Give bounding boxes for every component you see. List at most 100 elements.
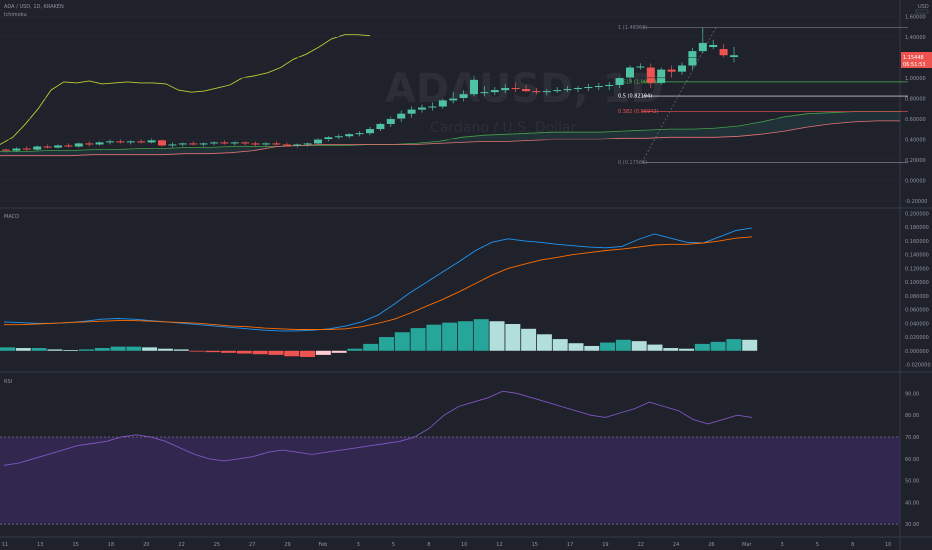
last-price-value: 1.15448: [903, 55, 924, 61]
candle-body: [522, 89, 530, 92]
currency-label[interactable]: USD: [918, 4, 929, 10]
macd-tick-label: -0.020000: [905, 363, 931, 369]
candle-body: [730, 55, 738, 58]
macd-histogram-bar: [710, 341, 726, 351]
time-tick-label: 3: [780, 542, 783, 548]
candle: [272, 141, 281, 146]
macd-tick-label: 0.000000: [905, 349, 929, 355]
macd-histogram-bar: [63, 350, 79, 351]
candle: [54, 144, 62, 149]
time-axis[interactable]: 11 13 15 18 20 22 25 27 29 Feb 3 5 8 10 12 15 17 19 22 24 26…: [2, 542, 891, 548]
time-tick-label: 18: [108, 542, 114, 548]
candle-body: [147, 140, 156, 143]
candle-body: [407, 109, 416, 114]
macd-histogram-bar: [189, 350, 205, 352]
watermark-symbol: ADAUSD, 1D: [385, 66, 664, 112]
candle-body: [397, 113, 406, 119]
macd-histogram-bar: [679, 348, 695, 351]
macd-histogram-bar: [568, 343, 584, 351]
candle-body: [470, 79, 478, 95]
macd-histogram-bar: [363, 343, 379, 351]
candle: [230, 141, 239, 146]
rsi-pane-label[interactable]: RSI: [4, 379, 12, 385]
scale-button[interactable]: [915, 9, 929, 14]
candle: [366, 127, 374, 136]
macd-histogram-bar: [15, 348, 31, 351]
candle-body: [376, 123, 385, 130]
candle: [126, 140, 135, 145]
candle: [574, 86, 582, 93]
time-tick-label: Mar: [742, 542, 752, 548]
macd-histogram-bar: [78, 349, 94, 351]
macd-histogram-bar: [457, 321, 473, 351]
price-axis[interactable]: 1.600001.400001.200001.000000.800000.600…: [0, 14, 927, 205]
price-tick-label: 1.60000: [905, 14, 926, 20]
macd-tick-label: 0.200000: [905, 211, 929, 217]
price-tick-label: 0.40000: [905, 137, 926, 143]
candle: [688, 48, 697, 70]
candle-body: [314, 139, 322, 144]
candle: [210, 141, 218, 146]
macd-histogram-bar: [663, 348, 679, 351]
candle: [22, 146, 31, 151]
macd-histogram-bar: [505, 323, 521, 351]
symbol-header[interactable]: ADA / USD, 1D, KRAKEN: [4, 4, 64, 10]
ichimoku-lagging-span: [0, 34, 371, 145]
macd-histogram-bar: [268, 350, 284, 355]
candle: [678, 62, 686, 75]
candle: [636, 63, 645, 70]
candle-body: [95, 142, 104, 145]
macd-histogram-bar: [410, 328, 426, 351]
candle: [293, 143, 302, 148]
time-tick-label: 5: [816, 542, 819, 548]
fib-level-label: 0 (0.17566): [618, 160, 647, 166]
candle: [522, 84, 530, 93]
candle-body: [698, 42, 707, 52]
candle: [709, 39, 718, 50]
candle-body: [64, 145, 73, 147]
fibonacci-retracement[interactable]: 1 (1.48968) 0.618 (1.00894) 0.5 (0.82194) 0…: [618, 25, 908, 166]
candle: [355, 131, 364, 137]
rsi-axis[interactable]: 90.00 80.00 70.00 60.00 50.00 40.00 30.00: [905, 391, 919, 528]
time-tick-label: 10: [885, 542, 891, 548]
rsi-band: [0, 436, 900, 525]
candle-body: [605, 84, 614, 86]
candle: [501, 83, 510, 94]
fib-level-label: 0.618 (1.00894): [618, 79, 659, 85]
cloud-fill: [0, 111, 900, 156]
macd-histogram-bar: [331, 350, 347, 353]
candle: [137, 139, 146, 144]
candle: [480, 86, 489, 97]
rsi-tick-label: 50.00: [905, 479, 919, 485]
candle: [626, 65, 634, 82]
macd-histogram-bar: [173, 349, 189, 351]
price-tick-label: -0.20000: [905, 199, 927, 205]
macd-histogram-bar: [157, 348, 173, 351]
candle: [667, 65, 676, 78]
candle: [303, 142, 312, 147]
candle-body: [501, 88, 510, 91]
price-tick-label: 0.60000: [905, 117, 926, 123]
indicator-label[interactable]: Ichimoku: [4, 12, 27, 18]
macd-histogram-bar: [536, 334, 552, 351]
candle: [251, 141, 260, 147]
macd-histogram-bar: [110, 346, 126, 351]
candle: [407, 106, 416, 118]
candle: [418, 104, 426, 113]
macd-histogram-bar: [47, 349, 63, 351]
macd-tick-label: 0.180000: [905, 225, 929, 231]
macd-axis[interactable]: 0.200000 0.180000 0.160000 0.140000 0.120000…: [905, 211, 931, 368]
time-tick-label: 5: [392, 542, 395, 548]
candle-body: [646, 67, 655, 83]
candle-body: [230, 142, 239, 144]
last-price-tag: 1.15448 06:51:53: [901, 52, 932, 68]
candle-body: [480, 92, 489, 94]
macd-histogram-bar: [631, 341, 647, 351]
macd-histogram-bar: [694, 343, 710, 351]
time-tick-label: 29: [284, 542, 290, 548]
candle-body: [324, 137, 333, 140]
candle-body: [74, 143, 83, 147]
candle: [386, 116, 395, 128]
macd-pane-label[interactable]: MACD: [4, 214, 19, 220]
